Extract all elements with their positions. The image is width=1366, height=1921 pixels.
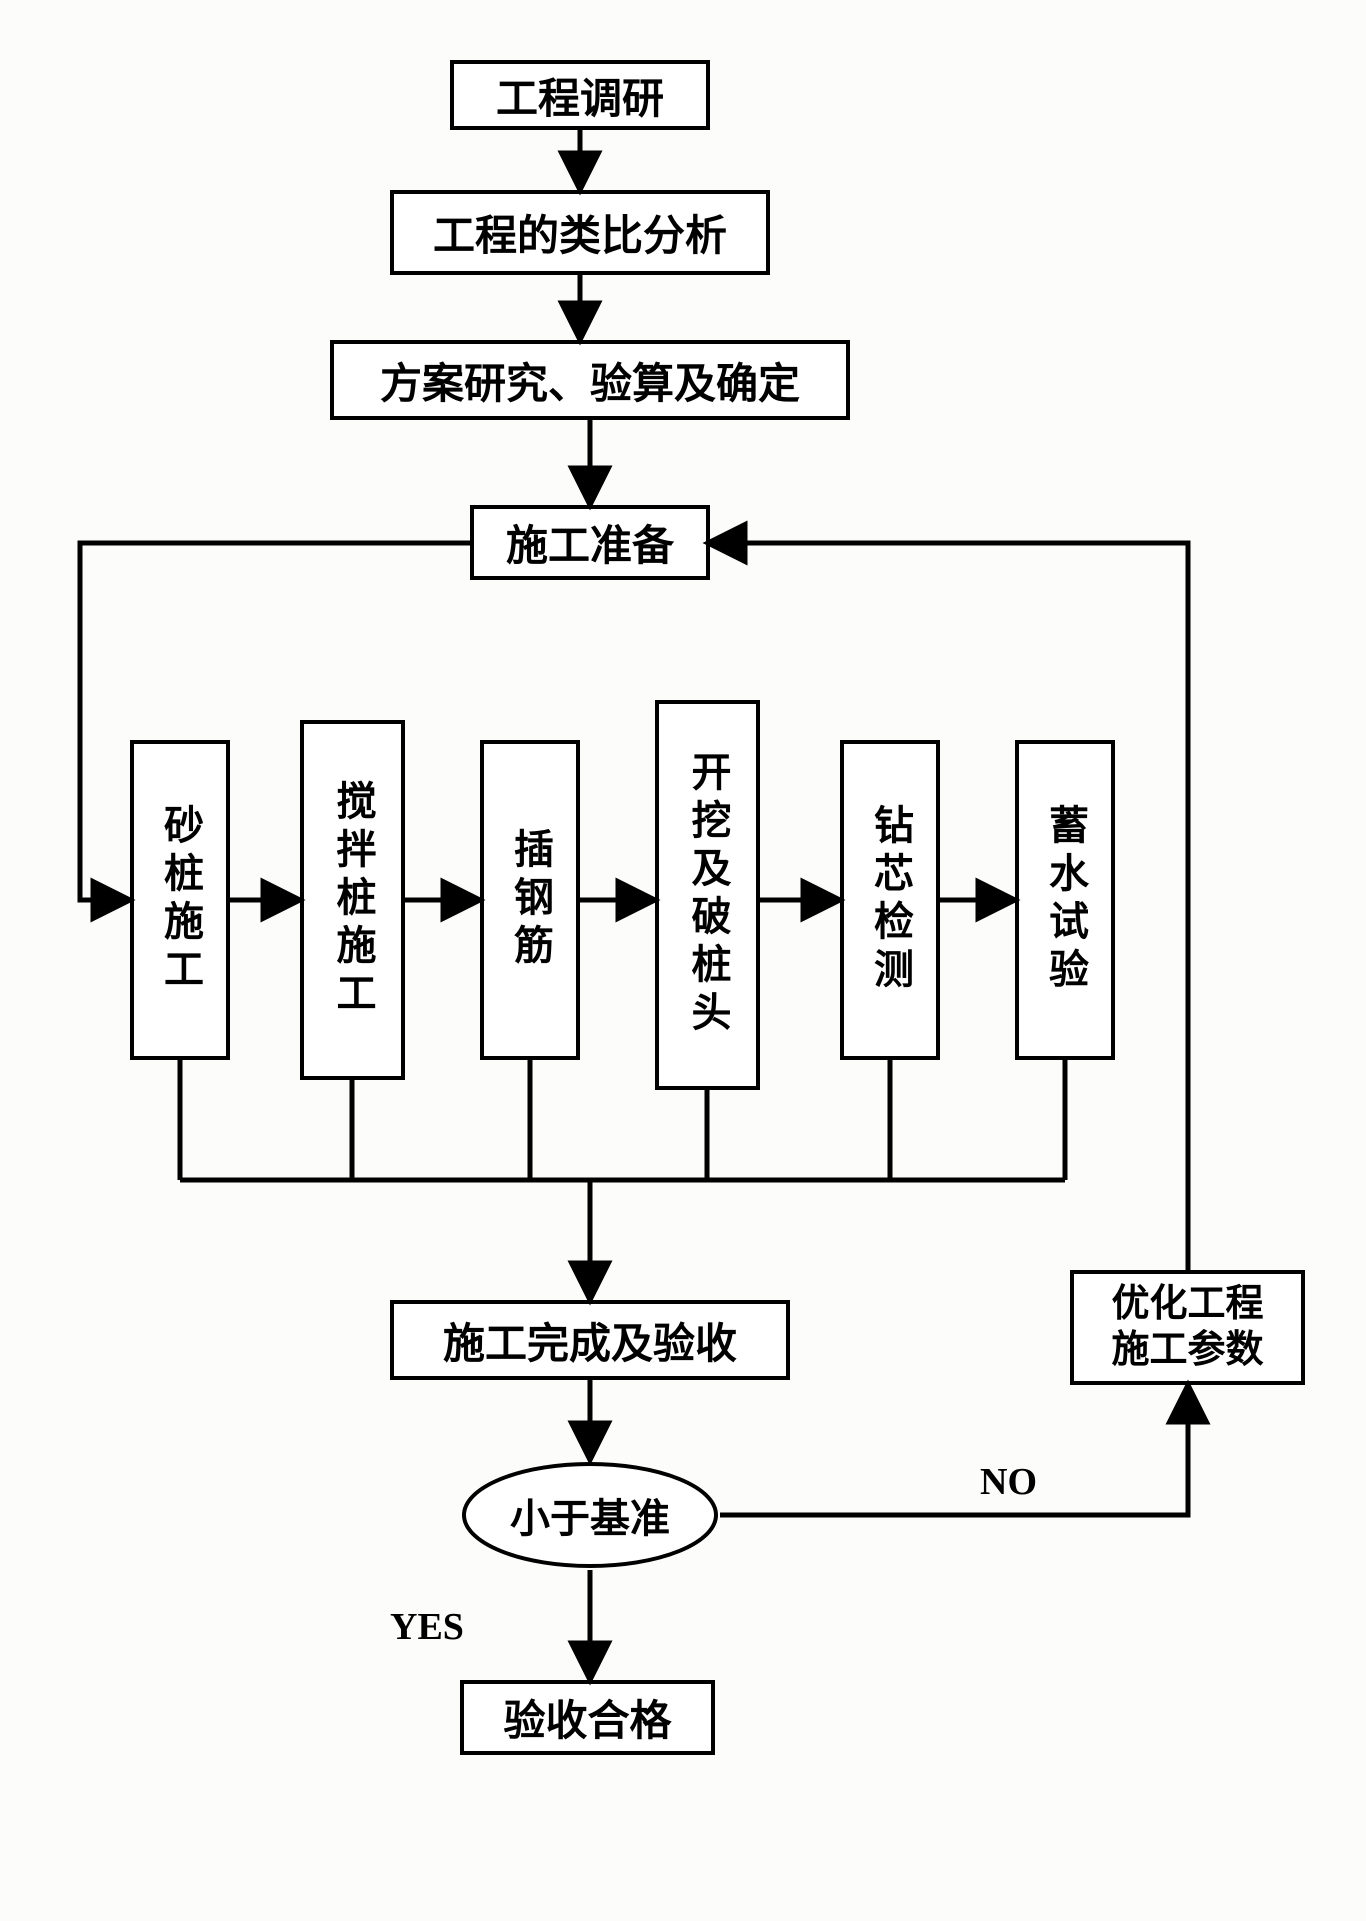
node-engineering-research: 工程调研 (450, 60, 710, 130)
node-mixing-pile: 搅拌桩施工 (300, 720, 405, 1080)
node-label: 工程调研 (496, 65, 664, 126)
node-sand-pile: 砂桩施工 (130, 740, 230, 1060)
node-label: 方案研究、验算及确定 (380, 350, 800, 411)
node-insert-rebar: 插钢筋 (480, 740, 580, 1060)
node-label: 施工完成及验收 (443, 1310, 737, 1371)
node-excavate-break: 开挖及破桩头 (655, 700, 760, 1090)
node-label-line2: 施工参数 (1111, 1328, 1263, 1374)
node-label: 验收合格 (503, 1687, 671, 1748)
node-optimize-params: 优化工程 施工参数 (1070, 1270, 1305, 1385)
node-water-test: 蓄水试验 (1015, 740, 1115, 1060)
node-label: 搅拌桩施工 (324, 780, 382, 1020)
node-label: 插钢筋 (501, 828, 559, 972)
edge-label-no: NO (980, 1460, 1037, 1504)
node-label: 工程的类比分析 (433, 202, 727, 263)
node-label: 开挖及破桩头 (679, 751, 737, 1039)
node-label: 砂桩施工 (151, 804, 209, 996)
node-label: 钻芯检测 (861, 804, 919, 996)
node-label: 蓄水试验 (1036, 804, 1094, 996)
flowchart-canvas: 工程调研 工程的类比分析 方案研究、验算及确定 施工准备 砂桩施工 搅拌桩施工 … (40, 40, 1326, 1881)
node-label: 小于基准 (510, 1486, 670, 1544)
node-core-test: 钻芯检测 (840, 740, 940, 1060)
node-analogy-analysis: 工程的类比分析 (390, 190, 770, 275)
node-scheme-study: 方案研究、验算及确定 (330, 340, 850, 420)
node-label: 施工准备 (506, 512, 674, 573)
node-acceptance-pass: 验收合格 (460, 1680, 715, 1755)
node-construction-complete: 施工完成及验收 (390, 1300, 790, 1380)
node-decision-threshold: 小于基准 (460, 1460, 720, 1570)
node-construction-prep: 施工准备 (470, 505, 710, 580)
edge-label-yes: YES (390, 1605, 464, 1649)
node-label-line1: 优化工程 (1111, 1282, 1263, 1328)
